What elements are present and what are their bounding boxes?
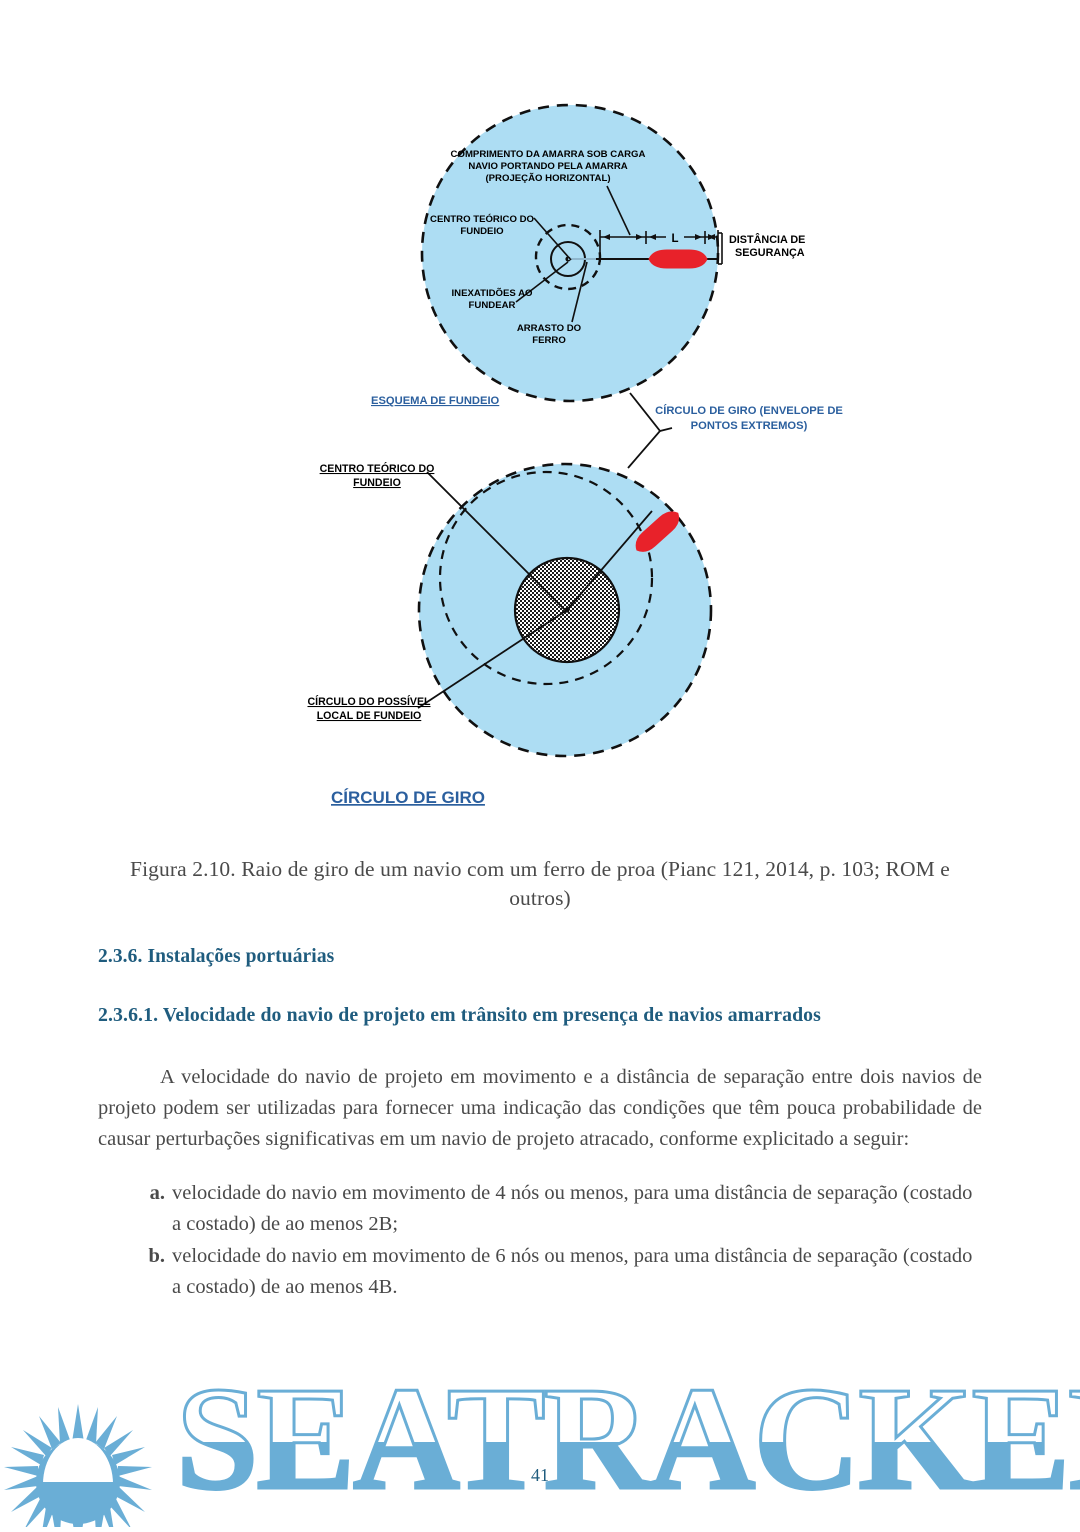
list-item: a. velocidade do navio em movimento de 4… (98, 1178, 982, 1240)
sun-icon (4, 1404, 152, 1532)
label-theoretical-center-top-line2: FUNDEIO (460, 226, 504, 237)
label-chain-length-line3: (PROJEÇÃO HORIZONTAL) (485, 173, 610, 184)
label-possible-location-line1: CÍRCULO DO POSSÍVEL (307, 695, 431, 708)
leader-anchor-drag (571, 261, 588, 323)
figure-illustration: L COMPRIMENTO DA AMARRA SOB CARGA NAVIO … (307, 103, 843, 807)
label-anchor-drag-line2: FERRO (532, 335, 566, 346)
list-marker: a. (149, 1182, 165, 1204)
label-envelope-line2: PONTOS EXTREMOS) (691, 420, 808, 432)
inner-swing-circle-bottom (438, 470, 654, 686)
list-item-text: velocidade do navio em movimento de 6 nó… (172, 1245, 973, 1299)
leader-theoretical-center-top (533, 217, 572, 261)
label-theoretical-center-bottom-line1: CENTRO TEÓRICO DO (320, 462, 435, 475)
list-item-text: velocidade do navio em movimento de 4 nó… (172, 1182, 973, 1236)
ship-hull-bottom (635, 511, 680, 552)
leader-chain-length (606, 185, 631, 236)
label-chain-length-line2: NAVIO PORTANDO PELA AMARRA (468, 161, 627, 172)
label-theoretical-center-top-line1: CENTRO TEÓRICO DO (430, 213, 534, 225)
figure-caption: Figura 2.10. Raio de giro de um navio co… (130, 857, 950, 911)
watermark-svg: SEATRACKER.RU SEATRACKER.RU (4, 1356, 1080, 1532)
label-inaccuracies-line1: INEXATIDÕES AO (451, 288, 533, 299)
safety-distance-bracket (718, 232, 723, 265)
subsection-heading: 2.3.6.1. Velocidade do navio de projeto … (98, 1004, 821, 1026)
lettered-list: a. velocidade do navio em movimento de 4… (98, 1178, 982, 1305)
figure-svg: L COMPRIMENTO DA AMARRA SOB CARGA NAVIO … (307, 103, 843, 807)
watermark: SEATRACKER.RU SEATRACKER.RU (0, 1330, 1080, 1532)
watermark-text: SEATRACKER.RU (176, 1357, 1080, 1521)
ship-hull-top (648, 249, 708, 269)
diagram-circulo-de-giro: CENTRO TEÓRICO DO FUNDEIO CÍRCULO DO POS… (307, 462, 713, 807)
label-theoretical-center-bottom-line2: FUNDEIO (353, 477, 401, 489)
chain-axis-line-bottom (566, 510, 653, 611)
section-heading: 2.3.6. Instalações portuárias (98, 946, 335, 967)
leader-possible-location (417, 609, 568, 709)
leader-envelope-stub (659, 427, 673, 432)
label-circulo-de-giro: CÍRCULO DE GIRO (331, 788, 485, 807)
body-paragraph: A velocidade do navio de projeto em movi… (98, 1066, 982, 1151)
page-number: 41 (531, 1465, 549, 1485)
list-marker: b. (148, 1245, 165, 1268)
label-esquema-de-fundeio: ESQUEMA DE FUNDEIO (371, 395, 500, 407)
list-item: b. velocidade do navio em movimento de 6… (98, 1241, 982, 1303)
dimension-line-group: L (599, 230, 719, 262)
diagram-esquema-de-fundeio: L COMPRIMENTO DA AMARRA SOB CARGA NAVIO … (371, 103, 805, 407)
label-safety-distance-line1: DISTÂNCIA DE (729, 233, 805, 246)
watermark-text-fill: SEATRACKER.RU (176, 1357, 1080, 1521)
label-possible-location-line2: LOCAL DE FUNDEIO (317, 710, 422, 722)
middle-label-group: CÍRCULO DE GIRO (ENVELOPE DE PONTOS EXTR… (627, 392, 843, 469)
dimension-label-L: L (671, 233, 678, 245)
label-envelope-line1: CÍRCULO DE GIRO (ENVELOPE DE (655, 404, 843, 417)
label-inaccuracies-line2: FUNDEAR (469, 300, 516, 311)
leader-theoretical-center-bottom (426, 471, 568, 613)
label-safety-distance-line2: SEGURANÇA (735, 247, 805, 259)
label-chain-length-line1: COMPRIMENTO DA AMARRA SOB CARGA (451, 149, 646, 160)
label-anchor-drag-line1: ARRASTO DO (517, 323, 582, 334)
leader-inaccuracies (515, 261, 569, 303)
